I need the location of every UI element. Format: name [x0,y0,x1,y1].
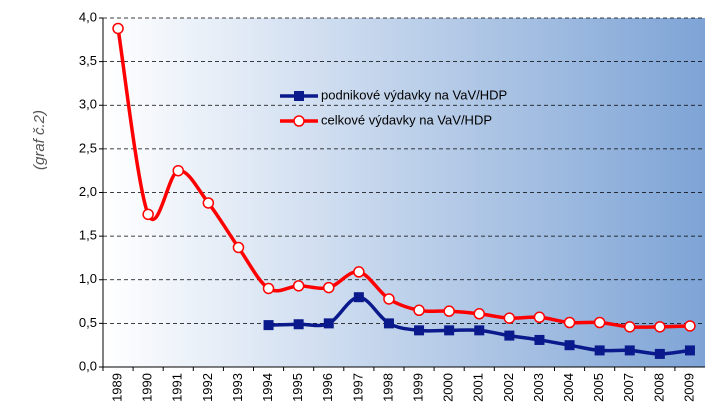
marker [323,318,334,329]
marker [684,345,695,356]
marker [654,321,666,333]
marker [414,325,425,336]
x-tick-label: 2008 [651,373,666,402]
marker [172,164,184,177]
x-tick-label: 2003 [531,373,546,402]
marker [263,320,274,331]
x-tick-label: 1990 [140,373,155,402]
x-tick-label: 1997 [350,373,365,402]
marker [474,325,485,336]
marker [624,345,635,356]
marker [533,311,546,324]
marker [534,334,545,345]
y-tick-label: 0,5 [79,315,97,330]
x-tick-label: 2009 [681,373,696,402]
y-tick-label: 1,5 [79,228,97,243]
marker [473,308,485,320]
legend-label: podnikové výdavky na VaV/HDP [321,87,507,102]
marker [684,320,696,332]
marker [383,293,395,305]
x-tick-label: 1991 [170,373,185,402]
marker [593,316,606,329]
y-tick-label: 0,0 [79,358,97,373]
y-tick-label: 3,5 [79,53,97,68]
x-tick-label: 2007 [621,373,636,402]
x-tick-label: 2001 [471,373,486,402]
marker [293,319,304,330]
marker [112,22,124,35]
y-tick-label: 2,5 [79,140,97,155]
marker [564,340,575,351]
x-tick-label: 1989 [109,373,124,402]
marker [444,325,455,336]
x-tick-label: 2004 [561,373,576,402]
marker [624,321,636,333]
x-tick-label: 1992 [200,373,215,402]
marker [353,266,365,278]
marker [503,312,516,324]
x-tick-label: 1995 [290,373,305,402]
marker [202,197,215,209]
y-tick-label: 1,0 [79,271,97,286]
annotation: (graf č.2) [31,110,48,170]
x-tick-label: 2000 [441,373,456,402]
y-tick-label: 3,0 [79,97,97,112]
x-tick-label: 1999 [410,373,425,402]
x-tick-label: 1994 [260,373,275,402]
marker [293,115,305,127]
x-tick-label: 1993 [230,373,245,402]
marker [594,345,605,356]
marker [292,280,305,292]
marker [383,318,394,329]
marker [323,281,335,294]
marker [563,316,576,329]
x-tick-label: 2002 [501,373,516,402]
x-tick-label: 1998 [380,373,395,402]
marker [413,304,425,317]
legend-label: celkové výdavky na VaV/HDP [321,112,492,127]
x-tick-label: 1996 [320,373,335,402]
x-tick-label: 2005 [591,373,606,402]
marker [232,241,245,254]
y-tick-label: 2,0 [79,184,97,199]
marker [443,305,455,317]
marker [142,208,154,221]
y-tick-label: 4,0 [79,9,97,24]
marker [654,348,665,359]
marker [504,330,515,341]
marker [262,282,275,295]
marker [353,292,364,303]
marker [294,91,304,101]
